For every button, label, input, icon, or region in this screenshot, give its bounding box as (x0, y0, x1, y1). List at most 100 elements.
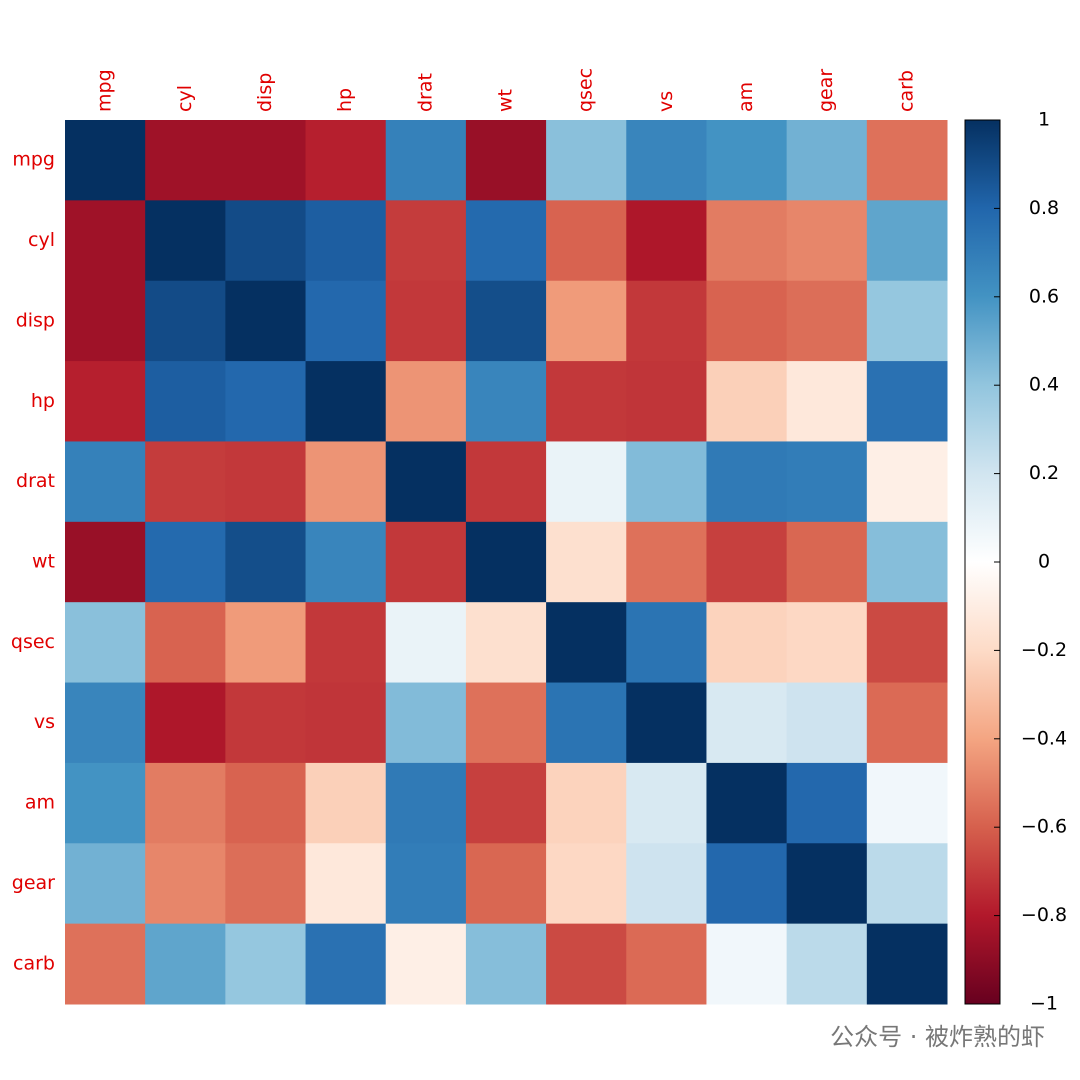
heatmap-cell (65, 923, 146, 1005)
heatmap-cell (546, 200, 627, 282)
column-label: vs (655, 91, 677, 112)
heatmap-cell (225, 200, 307, 282)
heatmap-cell (465, 361, 547, 442)
colorbar-tick-label: 0.6 (1029, 285, 1059, 307)
heatmap-cell (225, 843, 307, 925)
heatmap-cell (305, 361, 387, 442)
heatmap-cell (65, 602, 146, 684)
heatmap-cell (305, 521, 387, 603)
heatmap-cell (465, 280, 547, 362)
heatmap-cell (385, 682, 467, 764)
heatmap-cell (866, 843, 948, 925)
heatmap-cell (145, 682, 226, 764)
heatmap-cell (225, 280, 307, 362)
heatmap-cell (385, 923, 467, 1005)
colorbar-tick-label: −1 (1030, 993, 1058, 1015)
heatmap-cell (465, 923, 547, 1005)
heatmap-cell (145, 441, 226, 523)
heatmap-cell (65, 521, 146, 603)
heatmap-cell (626, 521, 707, 603)
heatmap-cell (546, 280, 627, 362)
heatmap-cell (385, 602, 467, 684)
heatmap-cell (145, 361, 226, 442)
row-label: gear (12, 872, 55, 894)
heatmap-cell (65, 280, 146, 362)
heatmap-cell (706, 361, 788, 442)
heatmap-cell (706, 441, 788, 523)
row-label: wt (32, 551, 55, 573)
heatmap-cell (866, 521, 948, 603)
column-label: qsec (575, 68, 597, 112)
heatmap-cell (786, 923, 868, 1005)
heatmap-cell (706, 521, 788, 603)
heatmap-cell (626, 762, 707, 844)
heatmap-cell (546, 762, 627, 844)
heatmap-cell (546, 602, 627, 684)
heatmap-cell (305, 923, 387, 1005)
heatmap-cell (385, 441, 467, 523)
heatmap-cell (706, 120, 788, 201)
colorbar-tick-label: −0.6 (1021, 816, 1067, 838)
heatmap-cell (866, 762, 948, 844)
heatmap-cell (145, 843, 226, 925)
column-label: am (735, 82, 757, 112)
heatmap-cell (225, 762, 307, 844)
heatmap-cell (706, 843, 788, 925)
heatmap-cell (706, 762, 788, 844)
heatmap-cell (546, 521, 627, 603)
heatmap-cell (546, 120, 627, 201)
row-label: qsec (11, 631, 55, 653)
heatmap-cell (225, 682, 307, 764)
heatmap-cell (866, 280, 948, 362)
watermark: 公众号 · 被炸熟的虾 (830, 1023, 1045, 1051)
heatmap-cell (225, 120, 307, 201)
heatmap-cell (786, 120, 868, 201)
heatmap-cell (65, 120, 146, 201)
heatmap-cell (145, 120, 226, 201)
heatmap-cell (385, 521, 467, 603)
heatmap-cell (706, 682, 788, 764)
heatmap-cell (786, 602, 868, 684)
heatmap-cell (786, 361, 868, 442)
heatmap-cell (225, 521, 307, 603)
row-label: cyl (28, 229, 55, 251)
heatmap-cell (145, 602, 226, 684)
heatmap-cell (546, 441, 627, 523)
column-label: cyl (174, 85, 196, 112)
heatmap-cell (465, 843, 547, 925)
row-label: disp (16, 309, 55, 331)
heatmap-cell (786, 441, 868, 523)
heatmap-cell (465, 441, 547, 523)
heatmap-cell (305, 120, 387, 201)
colorbar-tick-label: 0 (1038, 551, 1050, 573)
heatmap-cell (65, 843, 146, 925)
heatmap-cell (145, 521, 226, 603)
heatmap-cell (626, 843, 707, 925)
heatmap-cell (385, 762, 467, 844)
heatmap-cell (866, 923, 948, 1005)
heatmap-cell (626, 441, 707, 523)
heatmap-cell (385, 280, 467, 362)
heatmap-cell (305, 200, 387, 282)
heatmap-cell (385, 361, 467, 442)
heatmap-cell (546, 361, 627, 442)
column-label: hp (334, 88, 356, 112)
heatmap-cell (866, 200, 948, 282)
heatmap-cell (65, 200, 146, 282)
column-label: carb (895, 70, 917, 112)
heatmap-cell (626, 602, 707, 684)
heatmap-cell (626, 682, 707, 764)
heatmap-cell (465, 521, 547, 603)
heatmap-cell (786, 280, 868, 362)
heatmap-cell (626, 200, 707, 282)
colorbar-tick-label: −0.4 (1021, 727, 1067, 749)
heatmap-cell (546, 843, 627, 925)
heatmap-cell (305, 843, 387, 925)
colorbar-tick-label: 1 (1038, 109, 1050, 131)
heatmap-cell (866, 120, 948, 201)
row-label: mpg (12, 149, 55, 171)
column-label: drat (414, 73, 436, 112)
heatmap-cell (706, 280, 788, 362)
heatmap-cell (786, 762, 868, 844)
